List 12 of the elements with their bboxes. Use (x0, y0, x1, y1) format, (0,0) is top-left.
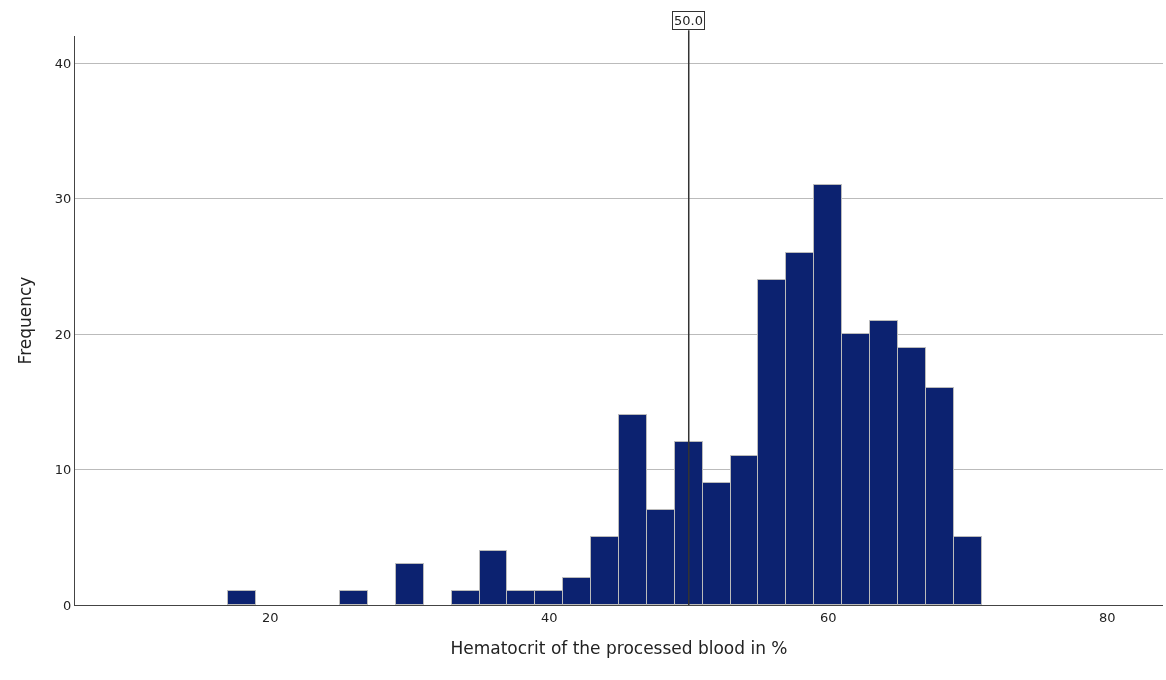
y-axis-title: Frequency (15, 276, 36, 365)
x-tick-label: 20 (262, 609, 279, 625)
x-tick-label: 60 (819, 609, 837, 625)
y-tick-label: 20 (54, 326, 72, 342)
x-axis-title: Hematocrit of the processed blood in % (450, 638, 788, 658)
y-tick-label: 0 (63, 597, 72, 613)
ref-line-label: 50.0 (674, 13, 703, 28)
y-tick-label: 30 (54, 191, 72, 207)
x-tick-label: 40 (540, 609, 558, 625)
x-tick-label: 80 (1098, 609, 1116, 625)
y-tick-label: 10 (54, 462, 72, 478)
y-tick-label: 40 (54, 55, 72, 71)
